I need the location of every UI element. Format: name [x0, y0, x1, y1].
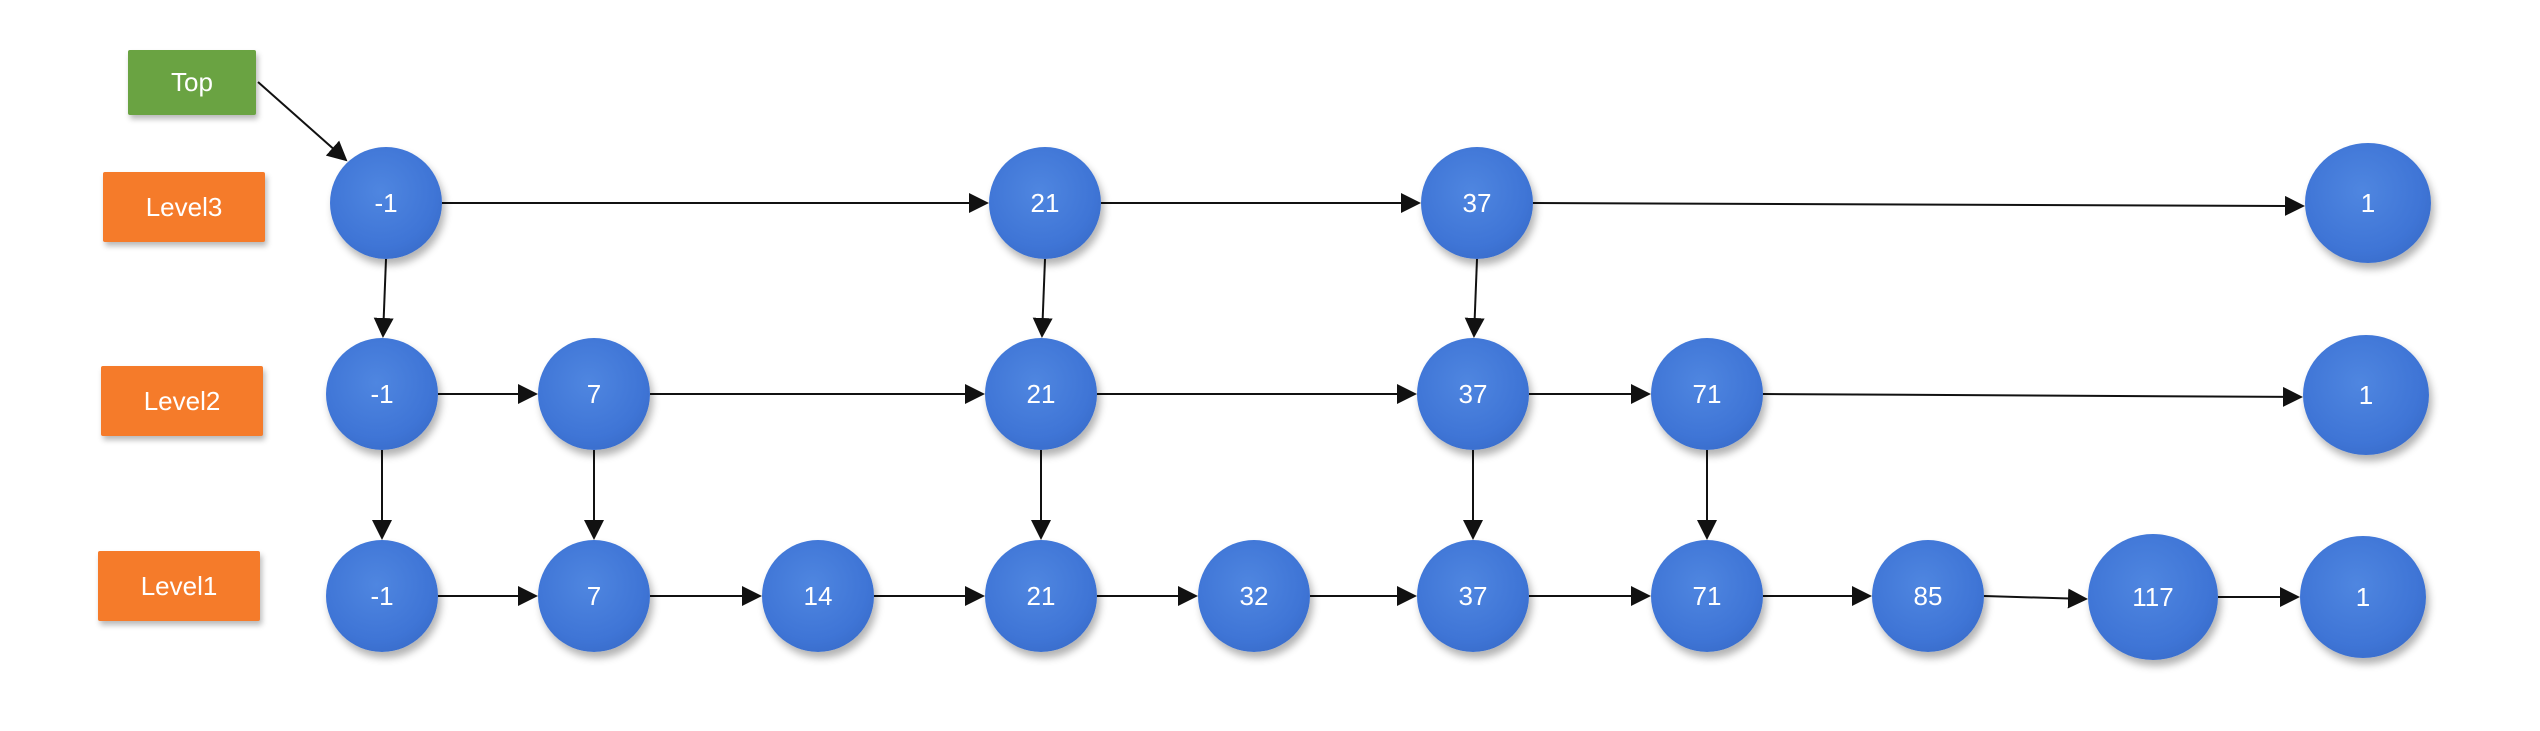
node-level1-1: -1: [326, 540, 438, 652]
node-level1-5: 32: [1198, 540, 1310, 652]
l2-arrow-5: [1762, 386, 2303, 407]
node-level2-6: 1: [2303, 335, 2429, 455]
node-level2-2: 7: [538, 338, 650, 450]
node-level1-6: 37: [1417, 540, 1529, 652]
node-level3-3: 37: [1421, 147, 1533, 259]
l3-down-2: [1032, 258, 1053, 338]
node-level2-3: 21: [985, 338, 1097, 450]
node-level2-5: 71: [1651, 338, 1763, 450]
level2-label: Level2: [101, 366, 263, 436]
top-label: Top: [128, 50, 256, 115]
l3-arrow-3: [1532, 195, 2305, 216]
node-level1-7: 71: [1651, 540, 1763, 652]
node-level2-4: 37: [1417, 338, 1529, 450]
node-level1-8: 85: [1872, 540, 1984, 652]
l3-down-3: [1464, 258, 1485, 338]
node-level3-4: 1: [2305, 143, 2431, 263]
node-level1-2: 7: [538, 540, 650, 652]
level3-label: Level3: [103, 172, 265, 242]
top-to-level3: [257, 81, 348, 162]
node-level1-10: 1: [2300, 536, 2426, 658]
node-level3-2: 21: [989, 147, 1101, 259]
node-level1-9: 117: [2088, 534, 2218, 660]
l1-arrow-8: [1983, 588, 2088, 609]
node-level3-1: -1: [330, 147, 442, 259]
node-level1-3: 14: [762, 540, 874, 652]
node-level1-4: 21: [985, 540, 1097, 652]
l3-down-1: [373, 258, 394, 338]
level1-label: Level1: [98, 551, 260, 621]
node-level2-1: -1: [326, 338, 438, 450]
